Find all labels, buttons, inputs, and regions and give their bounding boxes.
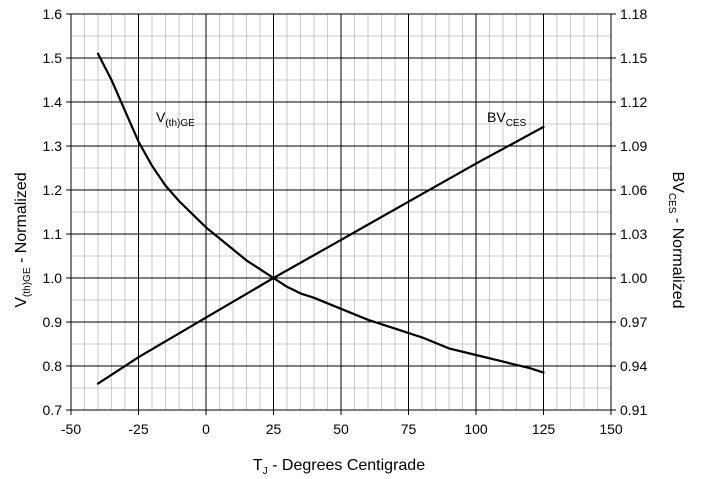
- x-tick-label: -50: [61, 421, 81, 437]
- y-left-tick-label: 1.0: [43, 270, 63, 286]
- series-label-vthge: V(th)GE: [156, 109, 195, 129]
- series-line-vthge: [96, 52, 545, 374]
- x-tick-label: 150: [599, 421, 623, 437]
- y-left-tick-label: 1.2: [43, 182, 63, 198]
- y-left-tick-label: 1.1: [43, 226, 63, 242]
- x-tick-label: -25: [128, 421, 148, 437]
- tick-labels: -50 -25 0 25 50 75 100 125 150 0.7 0.8 0.9 1.0 1.1 1.2…: [43, 6, 648, 437]
- y-left-tick-label: 0.7: [43, 402, 63, 418]
- y-left-tick-label: 1.6: [43, 6, 63, 22]
- y-left-axis-title: V(th)GE - Normalized: [13, 172, 33, 307]
- y-left-tick-label: 1.4: [43, 94, 63, 110]
- y-right-tick-label: 1.00: [620, 270, 647, 286]
- x-tick-label: 100: [464, 421, 488, 437]
- y-right-axis-title: BVCES - Normalized: [666, 171, 686, 308]
- grid: [70, 13, 612, 411]
- y-right-tick-label: 0.91: [620, 402, 647, 418]
- y-right-tick-label: 0.97: [620, 314, 647, 330]
- y-right-tick-label: 1.06: [620, 182, 647, 198]
- y-right-tick-label: 0.94: [620, 358, 647, 374]
- x-tick-label: 0: [202, 421, 210, 437]
- y-left-tick-label: 1.3: [43, 138, 63, 154]
- x-tick-label: 50: [333, 421, 349, 437]
- y-left-tick-label: 0.9: [43, 314, 63, 330]
- y-right-tick-label: 1.18: [620, 6, 647, 22]
- x-tick-label: 75: [401, 421, 417, 437]
- y-left-tick-label: 1.5: [43, 50, 63, 66]
- series-line-bvces: [96, 125, 545, 385]
- series-lines: [96, 52, 545, 385]
- x-tick-label: 25: [266, 421, 282, 437]
- y-right-tick-label: 1.09: [620, 138, 647, 154]
- y-right-tick-label: 1.15: [620, 50, 647, 66]
- y-right-tick-label: 1.12: [620, 94, 647, 110]
- x-axis-title: TJ - Degrees Centigrade: [253, 457, 425, 477]
- x-tick-label: 125: [532, 421, 556, 437]
- y-right-tick-label: 1.03: [620, 226, 647, 242]
- y-left-tick-label: 0.8: [43, 358, 63, 374]
- series-label-bvces: BVCES: [487, 109, 527, 129]
